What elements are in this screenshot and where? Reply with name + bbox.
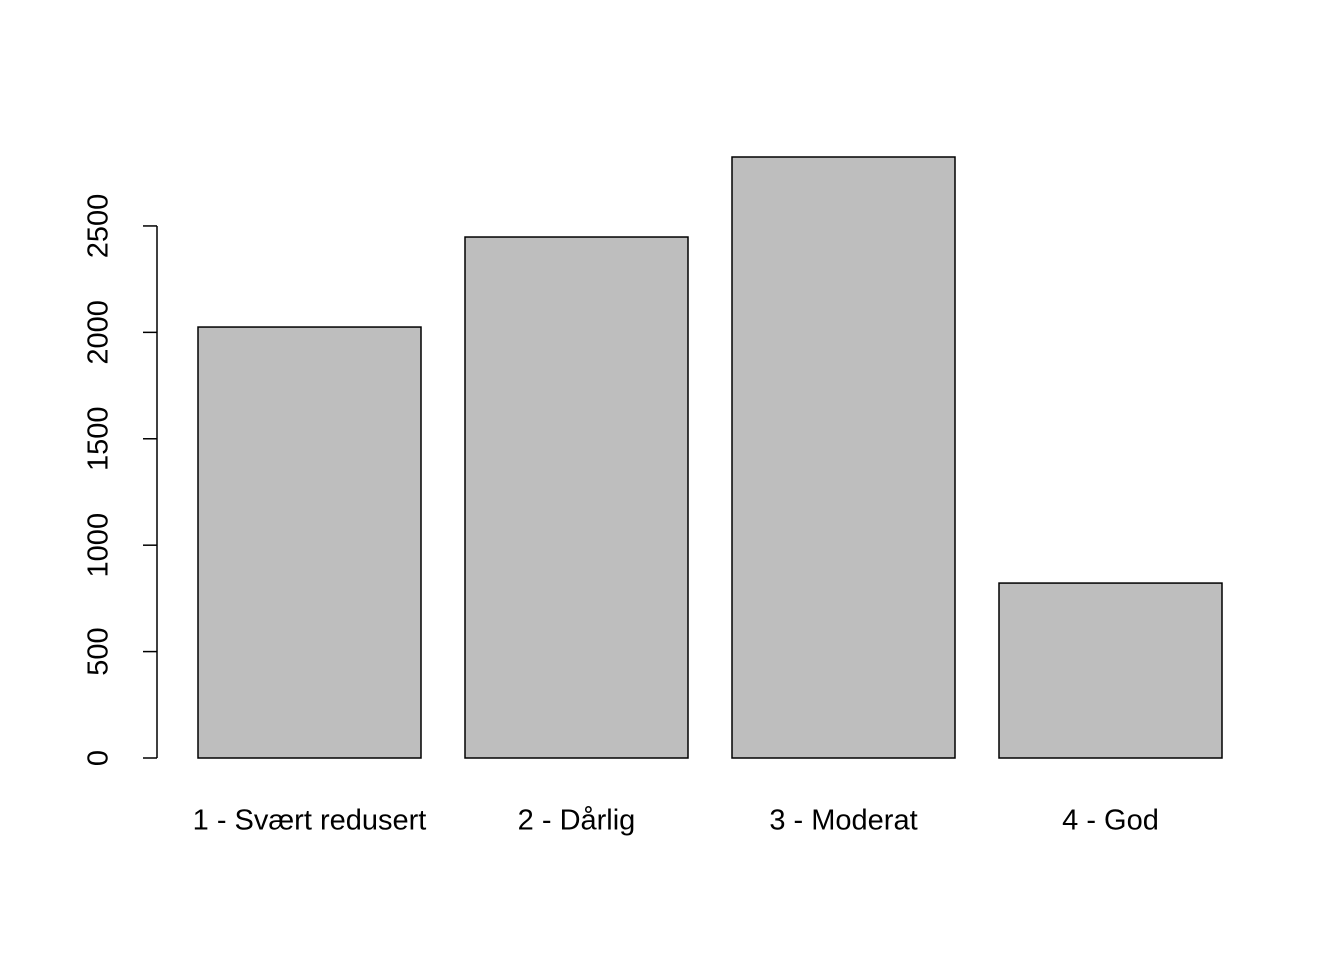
y-tick-label: 1000 [83, 513, 115, 578]
x-tick-label: 2 - Dårlig [518, 805, 636, 837]
bar [464, 236, 689, 759]
y-tick-label: 500 [83, 627, 115, 675]
x-tick-label: 3 - Moderat [769, 805, 917, 837]
bar [998, 582, 1223, 759]
y-tick-label: 0 [83, 750, 115, 766]
x-tick-label: 4 - God [1062, 805, 1159, 837]
y-tick-label: 2500 [83, 194, 115, 259]
bar [731, 156, 956, 759]
y-tick-label: 1500 [83, 407, 115, 472]
y-tick-label: 2000 [83, 300, 115, 365]
x-tick-label: 1 - Svært redusert [193, 805, 427, 837]
bar [197, 326, 422, 759]
